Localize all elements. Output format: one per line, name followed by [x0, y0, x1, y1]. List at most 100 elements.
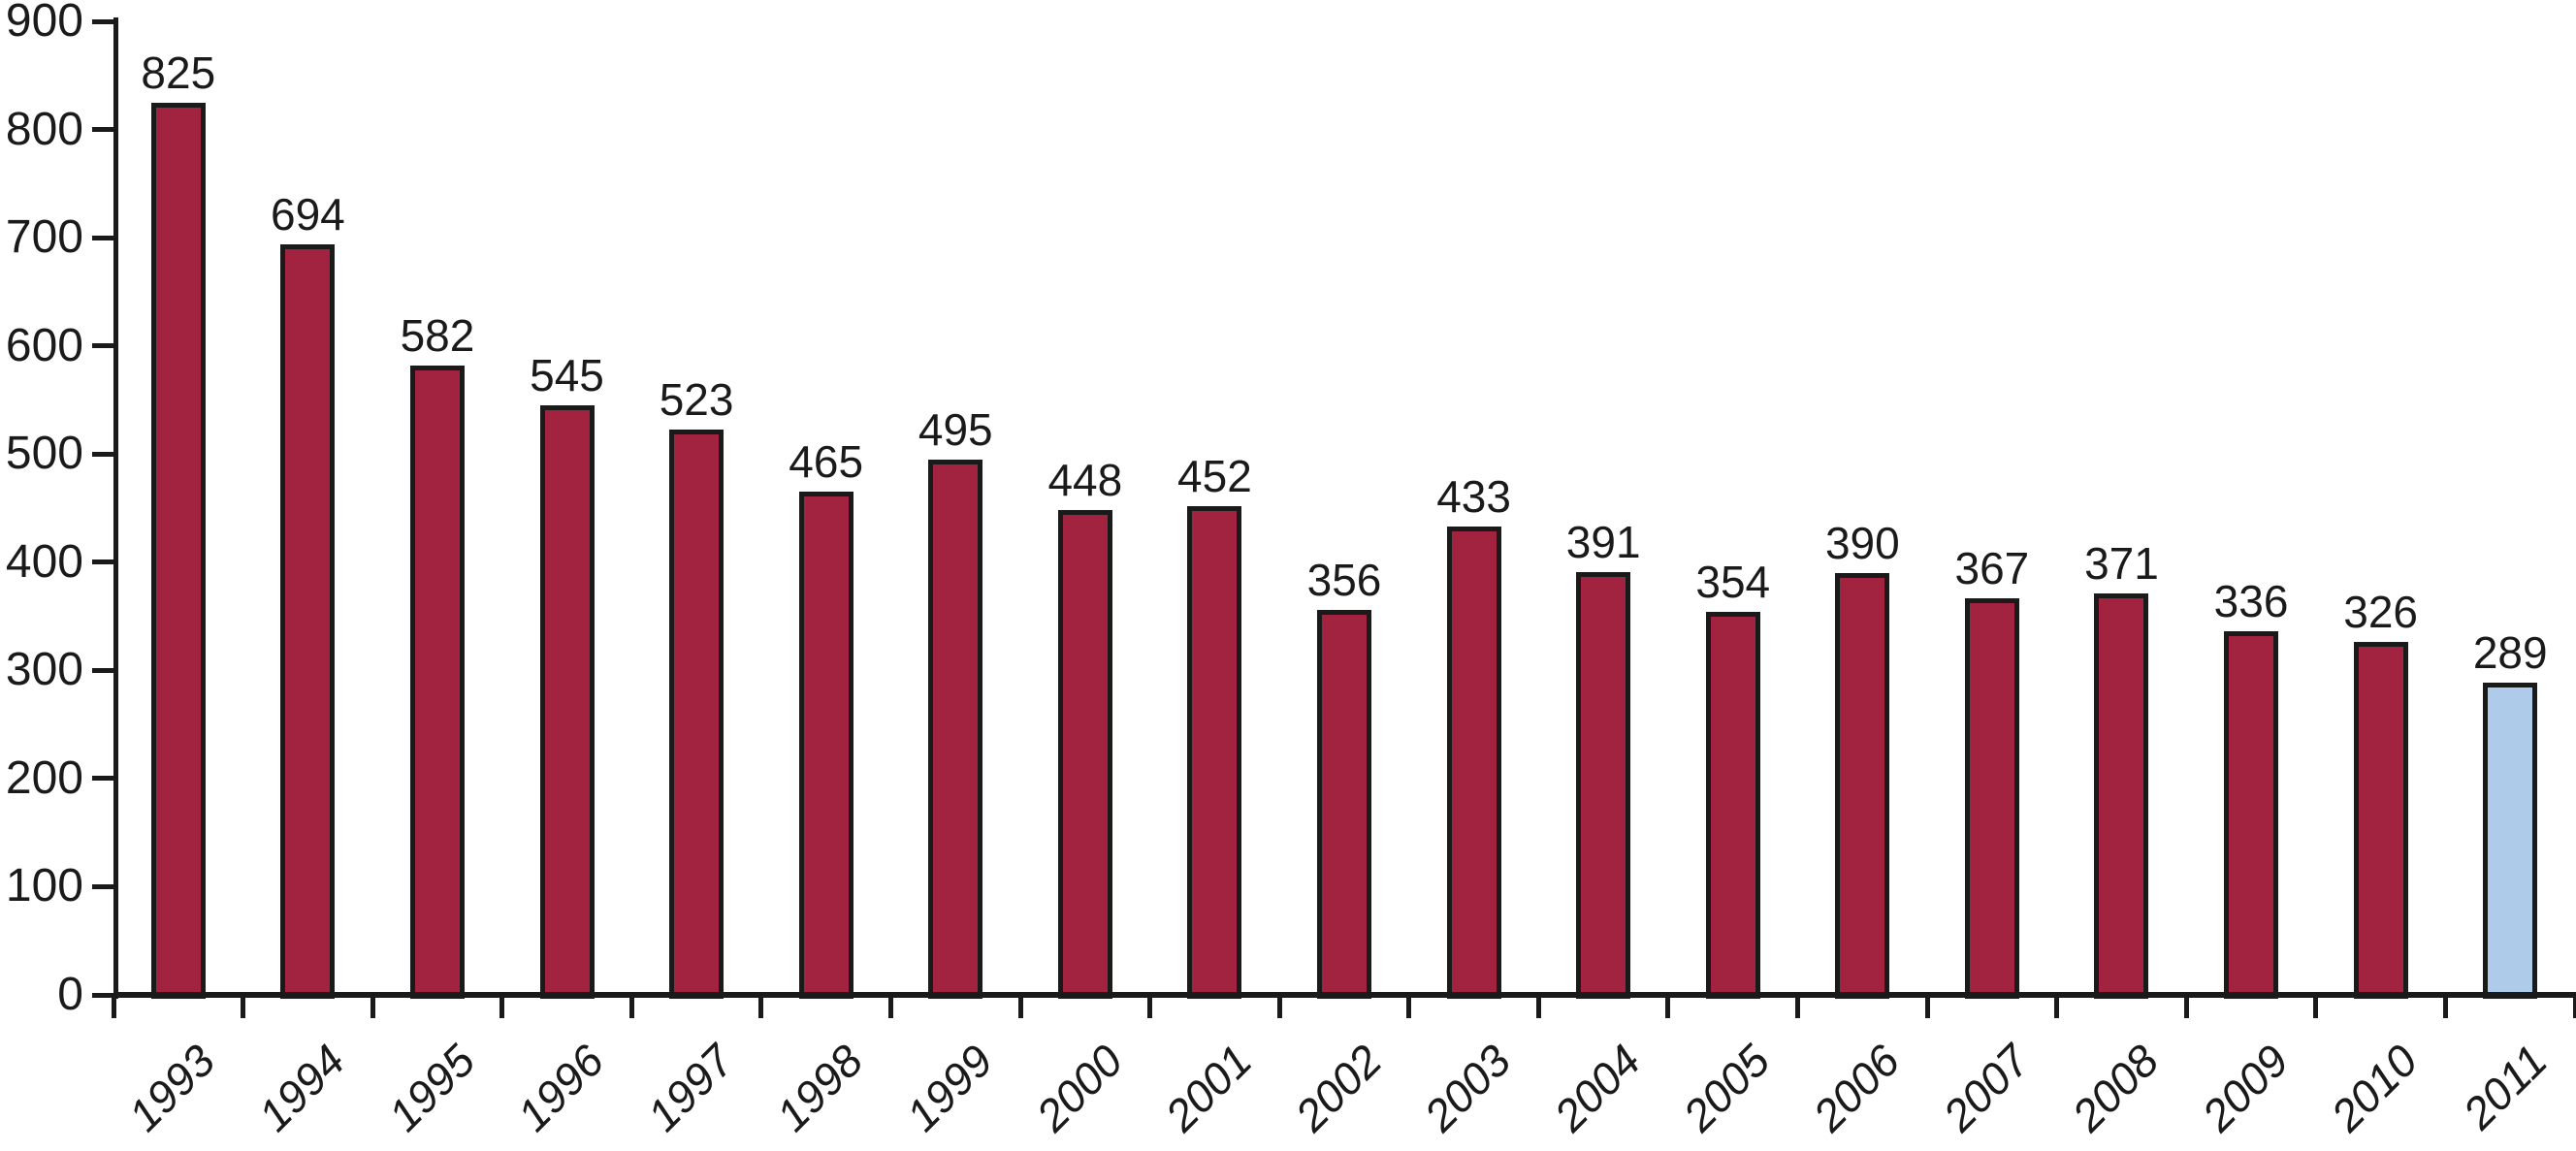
y-axis-tick	[92, 667, 113, 673]
bar-value-label-2003: 433	[1436, 470, 1511, 522]
x-axis-tick-label-2002: 2002	[1284, 1035, 1392, 1141]
bar-2005	[1705, 612, 1760, 999]
bar-1995	[409, 365, 465, 999]
bar-value-label-1993: 825	[141, 47, 216, 98]
x-axis-tick-label-2003: 2003	[1414, 1035, 1521, 1141]
bar-value-label-2005: 354	[1695, 557, 1771, 608]
x-axis-tick	[111, 995, 116, 1018]
y-axis-tick	[92, 560, 113, 565]
y-axis-tick	[92, 343, 113, 349]
x-axis-tick-label-2009: 2009	[2191, 1035, 2299, 1141]
bar-value-label-2007: 367	[1954, 542, 2030, 593]
bar-value-label-2004: 391	[1565, 516, 1641, 567]
bar-1996	[539, 405, 595, 999]
y-axis-tick-label: 0	[57, 969, 83, 1020]
x-axis-tick-label-2011: 2011	[2453, 1035, 2558, 1139]
y-axis-tick	[92, 18, 113, 24]
y-axis-tick-label: 800	[5, 103, 83, 155]
x-axis-tick	[1795, 995, 1801, 1018]
bar-value-label-1999: 495	[918, 403, 993, 455]
bar-2010	[2353, 642, 2408, 999]
bar-2003	[1446, 526, 1501, 999]
y-axis-line	[113, 17, 118, 999]
x-axis-tick-label-2007: 2007	[1932, 1035, 2039, 1141]
x-axis-tick-label-1995: 1995	[377, 1035, 485, 1141]
x-axis-tick-label-2005: 2005	[1673, 1035, 1780, 1141]
x-axis-tick	[1276, 995, 1282, 1018]
bar-2001	[1187, 505, 1242, 999]
bar-value-label-1995: 582	[400, 309, 475, 361]
bar-2009	[2224, 631, 2279, 999]
x-axis-tick	[499, 995, 505, 1018]
bar-value-label-2000: 448	[1047, 455, 1123, 506]
x-axis-tick-label-1994: 1994	[248, 1035, 355, 1141]
x-axis-tick	[2572, 995, 2576, 1018]
x-axis-tick	[758, 995, 764, 1018]
x-axis-tick	[1535, 995, 1541, 1018]
y-axis-tick-label: 400	[5, 535, 83, 588]
x-axis-tick-label-2008: 2008	[2062, 1035, 2169, 1141]
y-axis-tick-label: 100	[5, 860, 83, 912]
bar-1993	[150, 102, 206, 999]
bar-value-label-2001: 452	[1177, 450, 1252, 501]
y-axis-tick-label: 700	[5, 211, 83, 264]
x-axis-tick	[1017, 995, 1023, 1018]
x-axis-tick-label-2006: 2006	[1803, 1035, 1910, 1141]
x-axis-tick-label-1996: 1996	[507, 1035, 614, 1141]
bar-value-label-2008: 371	[2084, 538, 2159, 590]
x-axis-tick	[1406, 995, 1412, 1018]
y-axis-tick-label: 500	[5, 428, 83, 480]
x-axis-tick	[370, 995, 375, 1018]
bar-1999	[928, 459, 983, 999]
x-axis-tick-label-1998: 1998	[766, 1035, 873, 1141]
y-axis-tick-label: 200	[5, 751, 83, 804]
x-axis-tick-label-2004: 2004	[1544, 1035, 1651, 1141]
bar-value-label-2009: 336	[2213, 576, 2289, 627]
bar-2007	[1964, 597, 2019, 999]
y-axis-tick-label: 600	[5, 319, 83, 371]
bar-value-label-1994: 694	[270, 188, 345, 240]
bar-value-label-2011: 289	[2472, 626, 2548, 678]
bar-2000	[1057, 510, 1112, 999]
x-axis-tick-label-2010: 2010	[2321, 1035, 2428, 1141]
y-axis-tick-label: 900	[5, 0, 83, 47]
x-axis-tick	[2442, 995, 2448, 1018]
x-axis-tick	[241, 995, 246, 1018]
x-axis-tick-label-1997: 1997	[637, 1035, 744, 1141]
x-axis-tick	[2183, 995, 2189, 1018]
x-axis-tick	[2054, 995, 2060, 1018]
bar-1994	[280, 243, 336, 999]
bar-value-label-2010: 326	[2343, 587, 2418, 638]
y-axis-tick	[92, 235, 113, 240]
x-axis-tick	[628, 995, 634, 1018]
y-axis-tick	[92, 883, 113, 889]
x-axis-tick-label-1993: 1993	[118, 1035, 225, 1141]
bar-value-label-1996: 545	[530, 350, 604, 401]
y-axis-tick-label: 300	[5, 644, 83, 696]
x-axis-tick	[2313, 995, 2319, 1018]
bar-1998	[798, 492, 853, 999]
bar-value-label-1997: 523	[659, 373, 734, 425]
bar-2002	[1317, 609, 1371, 999]
x-axis-tick-label-2000: 2000	[1025, 1035, 1132, 1141]
bar-value-label-1998: 465	[789, 436, 864, 488]
x-axis-tick	[1924, 995, 1930, 1018]
bar-value-label-2002: 356	[1306, 554, 1382, 605]
x-axis-tick	[887, 995, 893, 1018]
bar-2004	[1576, 571, 1631, 999]
x-axis-tick-label-2001: 2001	[1155, 1035, 1262, 1141]
bar-2011	[2483, 682, 2538, 999]
y-axis-tick	[92, 992, 113, 998]
y-axis-tick	[92, 776, 113, 782]
bar-value-label-2006: 390	[1824, 517, 1900, 568]
x-axis-tick	[1147, 995, 1153, 1018]
x-axis-tick-label-1999: 1999	[896, 1035, 1003, 1141]
bar-2006	[1835, 572, 1890, 999]
bar-2008	[2094, 593, 2149, 999]
x-axis-line	[113, 992, 2576, 998]
y-axis-tick	[92, 127, 113, 133]
y-axis-tick	[92, 451, 113, 457]
x-axis-tick	[1665, 995, 1671, 1018]
bar-1997	[669, 429, 724, 999]
